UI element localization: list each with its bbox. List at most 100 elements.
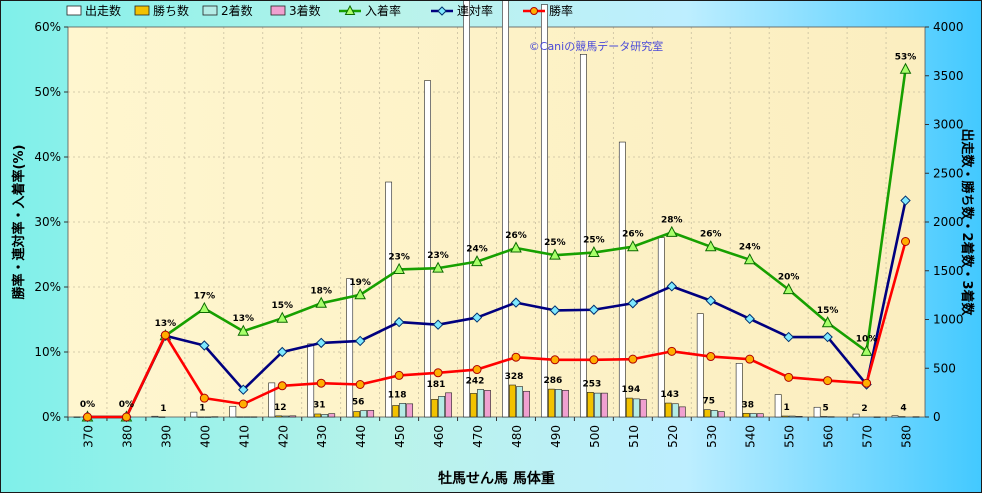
bar-出走数 bbox=[813, 406, 821, 418]
bar-勝ち数 bbox=[664, 402, 672, 418]
x-tick-label: 430 bbox=[315, 425, 329, 448]
y-left-tick-label: 40% bbox=[34, 150, 61, 164]
marker-連対率 bbox=[588, 304, 600, 315]
marker-連対率 bbox=[393, 316, 405, 328]
bar-勝ち数 bbox=[509, 384, 516, 418]
legend-marker-入着率 bbox=[344, 4, 356, 15]
bar-出走数 bbox=[541, 4, 548, 418]
bar-勝ち数 bbox=[703, 409, 711, 418]
line-value-label: 0% bbox=[119, 400, 134, 410]
bar-出走数 bbox=[618, 141, 626, 418]
bar-出走数 bbox=[463, 1, 470, 418]
bar-出走数 bbox=[190, 411, 198, 418]
bar-勝ち数 bbox=[275, 415, 283, 418]
bar-勝ち数 bbox=[625, 397, 633, 418]
bar-value-label: 38 bbox=[741, 400, 754, 410]
bar-出走数 bbox=[774, 394, 782, 418]
bar-2着数 bbox=[710, 410, 718, 418]
marker-勝率 bbox=[199, 393, 209, 403]
line-value-label: 15% bbox=[271, 301, 293, 311]
marker-入着率 bbox=[549, 248, 561, 260]
bar-出走数 bbox=[502, 1, 509, 418]
marker-入着率 bbox=[860, 344, 873, 356]
y-right-tick-label: 500 bbox=[933, 361, 956, 375]
legend-label-3着数: 3着数 bbox=[289, 3, 321, 18]
x-tick-label: 390 bbox=[159, 425, 173, 448]
line-value-label: 24% bbox=[466, 245, 488, 255]
marker-勝率 bbox=[550, 355, 560, 365]
marker-入着率 bbox=[393, 262, 405, 274]
marker-勝率 bbox=[238, 399, 248, 409]
marker-勝率 bbox=[745, 354, 755, 364]
bar-出走数 bbox=[696, 313, 704, 418]
marker-入着率 bbox=[315, 296, 328, 308]
bar-出走数 bbox=[852, 413, 860, 418]
x-tick-label: 500 bbox=[588, 425, 602, 448]
marker-入着率 bbox=[198, 301, 211, 313]
marker-入着率 bbox=[510, 241, 522, 253]
bar-2着数 bbox=[516, 386, 523, 418]
marker-連対率 bbox=[900, 195, 911, 206]
x-tick-label: 370 bbox=[81, 425, 95, 448]
bar-2着数 bbox=[827, 416, 835, 418]
bar-3着数 bbox=[912, 416, 920, 418]
line-value-label: 53% bbox=[895, 52, 917, 62]
line-value-label: 24% bbox=[739, 243, 761, 253]
bar-出走数 bbox=[891, 415, 899, 418]
bar-2着数 bbox=[788, 415, 796, 418]
x-tick-label: 570 bbox=[861, 425, 875, 448]
x-tick-label: 470 bbox=[471, 425, 485, 448]
bar-value-label: 118 bbox=[388, 390, 407, 400]
marker-入着率 bbox=[627, 240, 639, 252]
y-right-tick-label: 0 bbox=[933, 410, 941, 424]
legend-label-出走数: 出走数 bbox=[85, 3, 121, 18]
marker-入着率 bbox=[665, 225, 678, 237]
x-tick-label: 450 bbox=[393, 425, 407, 448]
marker-連対率 bbox=[315, 337, 327, 349]
marker-連対率 bbox=[666, 281, 678, 292]
legend-swatch-出走数 bbox=[66, 5, 82, 16]
line-value-label: 23% bbox=[388, 252, 410, 262]
x-tick-label: 540 bbox=[744, 425, 758, 448]
marker-勝率 bbox=[316, 378, 326, 388]
y-right-tick-label: 1500 bbox=[933, 264, 964, 278]
bar-勝ち数 bbox=[314, 413, 322, 418]
bar-3着数 bbox=[678, 406, 686, 418]
line-value-label: 20% bbox=[778, 273, 800, 283]
y-right-tick-label: 3500 bbox=[933, 69, 964, 83]
line-value-label: 28% bbox=[661, 215, 683, 225]
x-tick-label: 410 bbox=[237, 425, 251, 448]
bar-3着数 bbox=[289, 415, 297, 418]
bar-value-label: 1 bbox=[160, 404, 166, 414]
bar-3着数 bbox=[600, 392, 608, 418]
y-right-tick-label: 4000 bbox=[933, 20, 964, 34]
line-連対率 bbox=[87, 200, 907, 419]
bar-2着数 bbox=[632, 398, 640, 418]
marker-入着率 bbox=[354, 288, 366, 300]
y-left-tick-label: 30% bbox=[34, 215, 61, 229]
bar-value-label: 286 bbox=[544, 376, 563, 386]
bar-2着数 bbox=[593, 392, 601, 418]
bar-勝ち数 bbox=[197, 416, 205, 418]
bar-勝ち数 bbox=[586, 392, 594, 418]
y-right-axis-label: 出走数・勝ち数・2着数・3着数 bbox=[959, 128, 975, 316]
marker-勝率 bbox=[394, 370, 404, 380]
legend-label-2着数: 2着数 bbox=[221, 3, 253, 18]
marker-勝率 bbox=[511, 352, 521, 362]
x-tick-label: 530 bbox=[705, 425, 719, 448]
bar-2着数 bbox=[477, 389, 484, 418]
y-right-tick-label: 2500 bbox=[933, 166, 964, 180]
bar-3着数 bbox=[717, 411, 725, 418]
bar-3着数 bbox=[756, 413, 764, 418]
bar-3着数 bbox=[406, 403, 414, 418]
bar-3着数 bbox=[250, 416, 258, 418]
bar-value-label: 31 bbox=[313, 401, 326, 411]
legend-label-入着率: 入着率 bbox=[365, 3, 401, 18]
marker-入着率 bbox=[899, 62, 912, 74]
marker-勝率 bbox=[706, 352, 716, 362]
bar-3着数 bbox=[445, 392, 452, 418]
bar-勝ち数 bbox=[431, 399, 438, 418]
y-left-tick-label: 50% bbox=[34, 85, 61, 99]
bar-3着数 bbox=[639, 399, 647, 418]
line-value-label: 15% bbox=[817, 306, 839, 316]
